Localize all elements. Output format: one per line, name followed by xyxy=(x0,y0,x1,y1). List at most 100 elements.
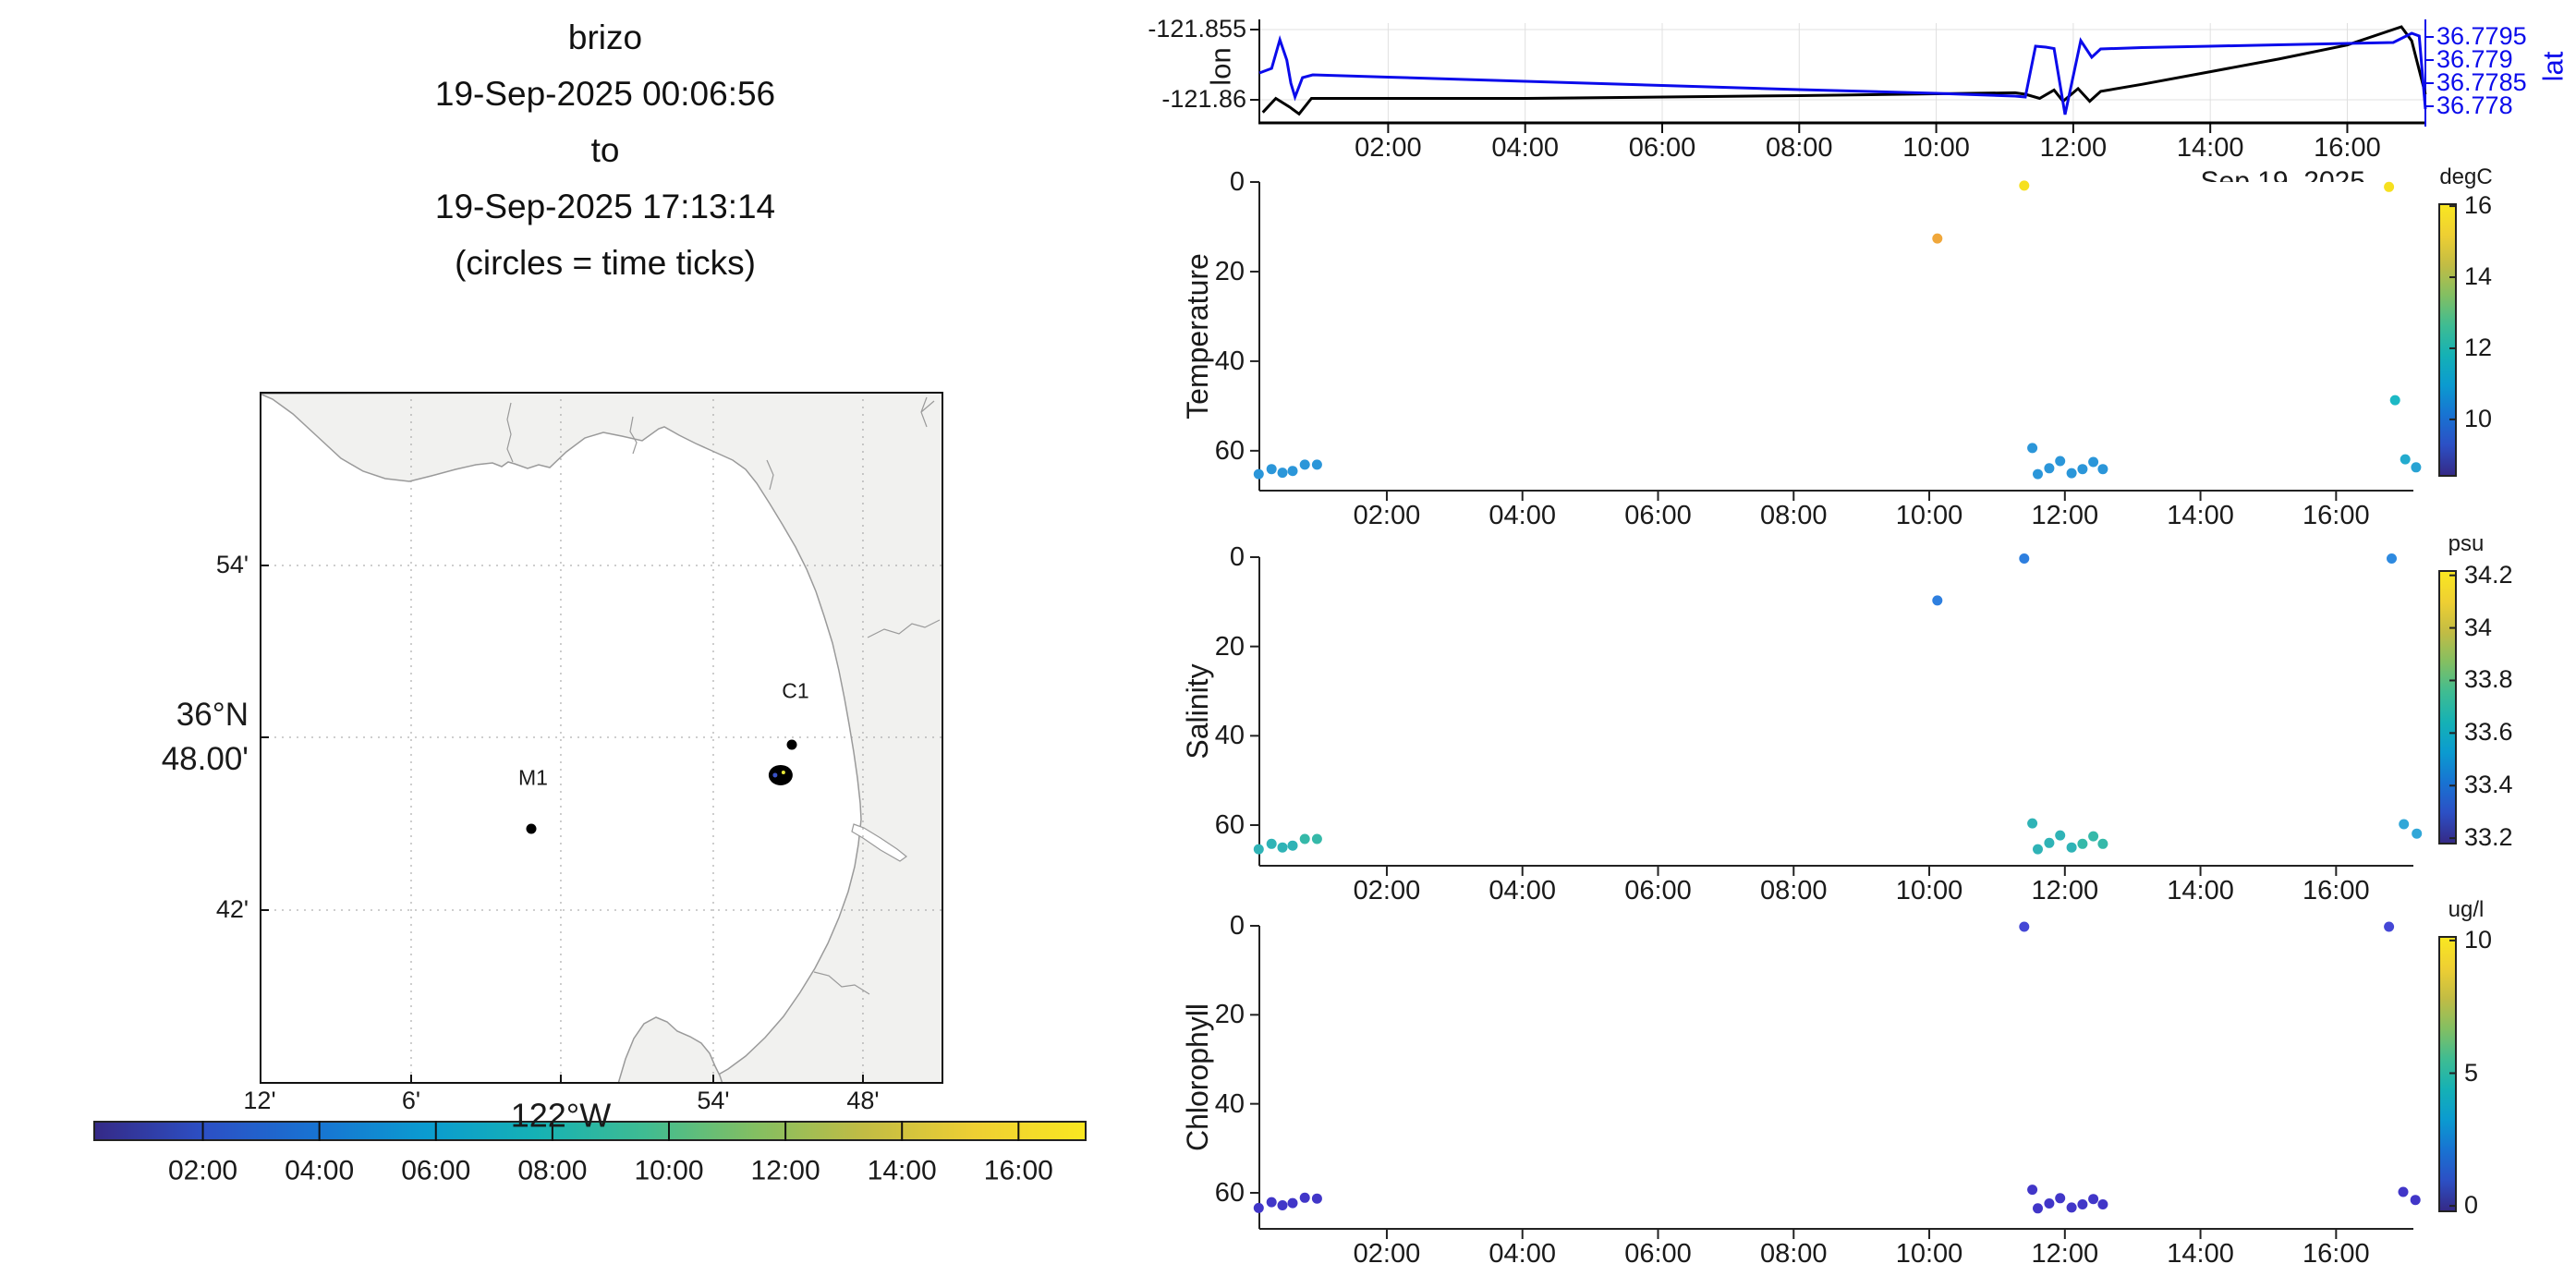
figure-title: brizo 19-Sep-2025 00:06:56 to 19-Sep-202… xyxy=(305,9,905,291)
chlorophyll-ytick-label: 60 xyxy=(1214,1177,1245,1208)
nav-xtick-label: 10:00 xyxy=(1902,132,1970,163)
salinity-colorbar-tick-label: 33.6 xyxy=(2464,718,2513,747)
time-colorbar xyxy=(93,1121,1087,1141)
temperature-xtick-label: 12:00 xyxy=(2031,500,2099,530)
salinity-ytick-label: 60 xyxy=(1214,809,1245,840)
salinity-xtick-label: 12:00 xyxy=(2031,875,2099,905)
chlorophyll-xtick-label: 10:00 xyxy=(1895,1238,1963,1269)
nav-xtick-label: 14:00 xyxy=(2176,132,2244,163)
temperature-xtick-label: 02:00 xyxy=(1353,500,1421,530)
salinity-colorbar-tick-label: 34 xyxy=(2464,613,2493,641)
salinity-ytick-label: 0 xyxy=(1229,541,1245,572)
nav-series-lat xyxy=(1258,31,2427,115)
salinity-plot-area xyxy=(1259,557,2413,866)
chlorophyll-xtick-label: 02:00 xyxy=(1353,1238,1421,1269)
monterey-peninsula xyxy=(617,1016,723,1084)
salinity-xtick-label: 02:00 xyxy=(1353,875,1421,905)
nav-xtick-label: 02:00 xyxy=(1355,132,1422,163)
salinity-colorbar-tick-label: 33.2 xyxy=(2464,823,2513,852)
nav-ytick-right-label: 36.778 xyxy=(2436,91,2513,120)
nav-xtick-label: 08:00 xyxy=(1765,132,1833,163)
chlorophyll-colorbar-tick-label: 0 xyxy=(2464,1191,2479,1220)
chlorophyll-colorbar-tick-label: 10 xyxy=(2464,926,2493,954)
salinity-colorbar-tick-label: 33.8 xyxy=(2464,665,2513,694)
salinity-xtick-label: 04:00 xyxy=(1488,875,1557,905)
map-ytick-label: 54' xyxy=(215,551,249,579)
nav-ytick-right-label: 36.7785 xyxy=(2436,68,2527,97)
chlorophyll-plot-area xyxy=(1259,926,2413,1229)
nav-xtick-label: 12:00 xyxy=(2039,132,2108,163)
nav-ylabel-lat: lat xyxy=(2536,51,2570,82)
temperature-colorbar-unit: degC xyxy=(2439,164,2493,189)
land-mass xyxy=(260,392,943,1084)
salinity-colorbar-tick-label: 33.4 xyxy=(2464,771,2513,799)
nav-ylabel-lon: lon xyxy=(1204,47,1237,86)
track-speck-blue xyxy=(772,772,778,778)
elkhorn-slough xyxy=(851,823,907,862)
station-map xyxy=(260,392,943,1084)
nav-xtick-label: 06:00 xyxy=(1628,132,1696,163)
temperature-ytick-label: 0 xyxy=(1229,166,1245,197)
salinity-xtick-label: 16:00 xyxy=(2303,875,2370,905)
salinity-colorbar xyxy=(2438,570,2457,844)
temperature-xtick-label: 08:00 xyxy=(1759,500,1828,530)
map-xlabel-longitude: 122°W xyxy=(510,1096,612,1135)
nav-xtick-label: 16:00 xyxy=(2314,132,2381,163)
track-speck-yellow xyxy=(781,770,785,774)
chlorophyll-xtick-label: 06:00 xyxy=(1624,1238,1692,1269)
title-start-time: 19-Sep-2025 00:06:56 xyxy=(434,75,776,113)
station-dot-C1 xyxy=(786,739,797,750)
nav-series-lon xyxy=(1261,25,2427,116)
title-note: (circles = time ticks) xyxy=(455,244,756,282)
temperature-ytick-label: 20 xyxy=(1214,256,1245,286)
station-label-C1: C1 xyxy=(782,678,809,703)
title-to: to xyxy=(590,131,620,169)
temperature-colorbar-tick-label: 14 xyxy=(2464,262,2493,291)
station-label-M1: M1 xyxy=(518,765,548,790)
temperature-xtick-label: 16:00 xyxy=(2303,500,2370,530)
salinity-xtick-label: 10:00 xyxy=(1895,875,1963,905)
map-xtick-label: 54' xyxy=(697,1087,730,1115)
chlorophyll-xtick-label: 16:00 xyxy=(2303,1238,2370,1269)
temperature-colorbar-tick-label: 12 xyxy=(2464,334,2493,362)
map-xtick-label: 12' xyxy=(243,1087,276,1115)
nav-ytick-right-label: 36.779 xyxy=(2436,45,2513,74)
salinity-xtick-label: 06:00 xyxy=(1624,875,1692,905)
station-dot-M1 xyxy=(526,823,537,834)
salinity-ytick-label: 40 xyxy=(1214,721,1245,751)
salinity-ytick-label: 20 xyxy=(1214,631,1245,662)
chlorophyll-ytick-label: 0 xyxy=(1229,910,1245,941)
salinity-xtick-label: 14:00 xyxy=(2167,875,2234,905)
river-line xyxy=(506,402,514,463)
time-colorbar-tick-label: 10:00 xyxy=(634,1155,704,1186)
time-colorbar-tick-label: 16:00 xyxy=(983,1155,1053,1186)
chlorophyll-ytick-label: 20 xyxy=(1214,1000,1245,1030)
time-colorbar-tick-label: 14:00 xyxy=(867,1155,937,1186)
salinity-colorbar-unit: psu xyxy=(2448,531,2485,556)
map-border xyxy=(260,392,943,1084)
chlorophyll-xtick-label: 08:00 xyxy=(1759,1238,1828,1269)
temperature-xtick-label: 10:00 xyxy=(1895,500,1963,530)
temperature-ytick-label: 40 xyxy=(1214,346,1245,376)
nav-ytick-left-label: -121.86 xyxy=(1161,85,1246,114)
chlorophyll-xtick-label: 04:00 xyxy=(1488,1238,1557,1269)
temperature-xtick-label: 04:00 xyxy=(1488,500,1557,530)
chlorophyll-xtick-label: 12:00 xyxy=(2031,1238,2099,1269)
temperature-colorbar-tick-label: 10 xyxy=(2464,405,2493,433)
river-line xyxy=(766,459,774,491)
chlorophyll-ylabel: Chlorophyll xyxy=(1181,1002,1214,1152)
temperature-plot-area xyxy=(1259,182,2413,491)
temperature-xtick-label: 06:00 xyxy=(1624,500,1692,530)
time-colorbar-tick-label: 02:00 xyxy=(167,1155,238,1186)
chlorophyll-xtick-label: 14:00 xyxy=(2167,1238,2234,1269)
title-end-time: 19-Sep-2025 17:13:14 xyxy=(434,188,776,225)
chlorophyll-colorbar-unit: ug/l xyxy=(2448,897,2485,922)
river-line xyxy=(813,971,870,995)
time-colorbar-tick-label: 04:00 xyxy=(285,1155,355,1186)
time-colorbar-tick-label: 08:00 xyxy=(517,1155,588,1186)
chlorophyll-ytick-label: 40 xyxy=(1214,1088,1245,1119)
map-xtick-label: 48' xyxy=(846,1087,880,1115)
nav-xtick-label: 04:00 xyxy=(1491,132,1559,163)
chlorophyll-colorbar-tick-label: 5 xyxy=(2464,1058,2479,1087)
